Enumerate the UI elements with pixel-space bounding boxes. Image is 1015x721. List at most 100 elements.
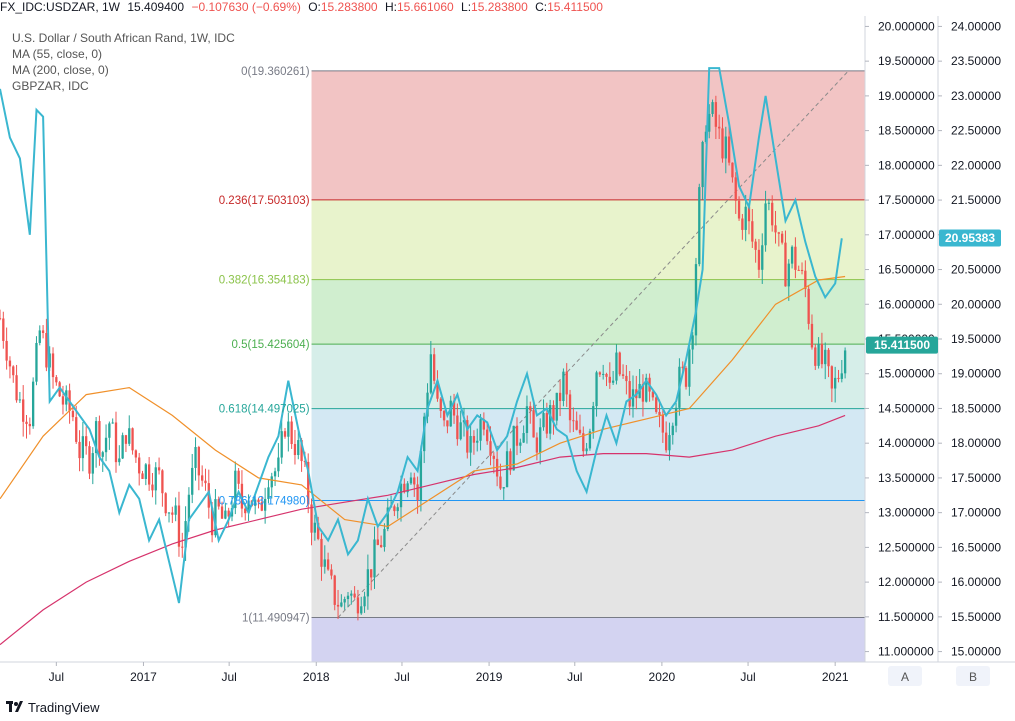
candle-body — [708, 113, 711, 132]
candle-body — [370, 569, 373, 578]
time-axis-tick: 2019 — [476, 670, 503, 684]
fibonacci-levels — [311, 70, 865, 618]
chart-title[interactable]: U.S. Dollar / South African Rand, 1W, ID… — [12, 31, 235, 45]
candles — [0, 95, 847, 621]
candle-body — [310, 504, 313, 533]
candle-body — [817, 343, 820, 366]
candle-body — [240, 483, 244, 509]
candle-body — [446, 420, 449, 427]
candle-body — [479, 419, 482, 441]
candle-body — [741, 218, 744, 230]
time-axis-tick: 2018 — [303, 670, 330, 684]
candle-body — [476, 440, 479, 443]
candle-body — [807, 288, 810, 324]
candle-body — [383, 528, 386, 548]
candle-body — [363, 596, 366, 607]
candle-body — [671, 425, 674, 436]
candle-body — [565, 371, 568, 395]
candle-body — [220, 506, 224, 519]
time-axis-tick: 2020 — [649, 670, 676, 684]
time-axis-tick: 2017 — [130, 670, 157, 684]
candle-body — [184, 521, 187, 548]
candle-body — [529, 406, 532, 411]
compare-axis-tick: 19.50000 — [951, 332, 1001, 346]
candle-body — [790, 246, 794, 264]
price-axis-tick: 13.500000 — [878, 471, 935, 485]
candle-body — [210, 507, 214, 536]
time-axis-tick: Jul — [567, 670, 582, 684]
price-axis-tick: 17.000000 — [878, 228, 935, 242]
candle-body — [595, 372, 598, 407]
price-axis-tick: 11.500000 — [878, 610, 934, 624]
axis-button-a[interactable]: A — [888, 666, 922, 686]
candle-body — [515, 425, 519, 446]
candle-body — [426, 392, 429, 417]
candle-body — [138, 457, 141, 474]
candle-body — [121, 435, 124, 459]
candle-body — [157, 467, 161, 471]
candle-body — [628, 381, 631, 407]
candle-body — [456, 415, 459, 440]
legend-ma55[interactable]: MA (55, close, 0) — [12, 47, 103, 61]
candle-body — [548, 405, 552, 434]
fib-level-label: 1(11.490947) — [242, 612, 310, 624]
price-axis-tick: 12.000000 — [878, 575, 935, 589]
fib-level-label: 0(19.360261) — [241, 66, 310, 78]
candle-body — [621, 374, 625, 376]
low-label: L: — [461, 0, 472, 14]
candle-body — [843, 350, 847, 374]
symbol-label[interactable]: FX_IDC:USDZAR, 1W — [0, 0, 121, 14]
candle-body — [804, 270, 807, 289]
candle-body — [244, 508, 247, 514]
candle-body — [45, 332, 48, 368]
candle-body — [177, 505, 181, 547]
compare-value: 20.95383 — [945, 231, 995, 245]
candle-body — [22, 399, 25, 422]
candle-body — [747, 206, 751, 222]
candle-body — [0, 318, 2, 320]
candle-body — [409, 477, 413, 484]
candle-body — [323, 559, 326, 567]
candle-body — [568, 394, 572, 421]
candle-body — [592, 406, 595, 432]
candle-body — [273, 471, 277, 477]
price-axis-tick: 16.000000 — [878, 297, 935, 311]
candle-body — [737, 200, 741, 219]
candle-body — [704, 131, 708, 142]
price-axis-tick: 14.000000 — [878, 436, 935, 450]
candle-body — [15, 375, 18, 401]
axis-button-b[interactable]: B — [956, 666, 990, 686]
candle-body — [376, 539, 379, 545]
candle-body — [777, 232, 780, 234]
candle-body — [108, 423, 111, 438]
candle-body — [111, 422, 114, 424]
brand-footer[interactable]: TradingView — [6, 700, 100, 715]
legend-compare[interactable]: GBPZAR, IDC — [12, 79, 89, 93]
candle-body — [598, 372, 602, 375]
candle-body — [757, 249, 761, 270]
svg-text:A: A — [901, 670, 909, 684]
open-value: 15.283800 — [320, 0, 378, 14]
candle-body — [85, 436, 88, 447]
candle-body — [658, 411, 661, 415]
candle-body — [237, 470, 240, 484]
price-chart[interactable]: 0(19.360261) 0.236(17.503103) 0.382(16.354… — [0, 0, 1015, 700]
legend-ma200[interactable]: MA (200, close, 0) — [12, 63, 109, 77]
candle-body — [41, 330, 45, 333]
candle-body — [2, 318, 5, 341]
gbpzar-compare-line — [0, 67, 843, 604]
candle-body — [35, 342, 38, 382]
candle-body — [771, 202, 774, 226]
candle-body — [18, 399, 22, 401]
last-value: 15.409400 — [127, 0, 185, 14]
compare-axis-tick: 15.50000 — [951, 610, 1001, 624]
candle-body — [181, 546, 184, 548]
compare-axis-tick: 18.00000 — [951, 436, 1001, 450]
candle-body — [317, 522, 320, 539]
candle-body — [820, 343, 824, 365]
candle-body — [727, 136, 731, 163]
candle-body — [8, 360, 12, 367]
candle-body — [661, 414, 664, 433]
candle-body — [840, 373, 843, 379]
candle-body — [615, 352, 618, 381]
